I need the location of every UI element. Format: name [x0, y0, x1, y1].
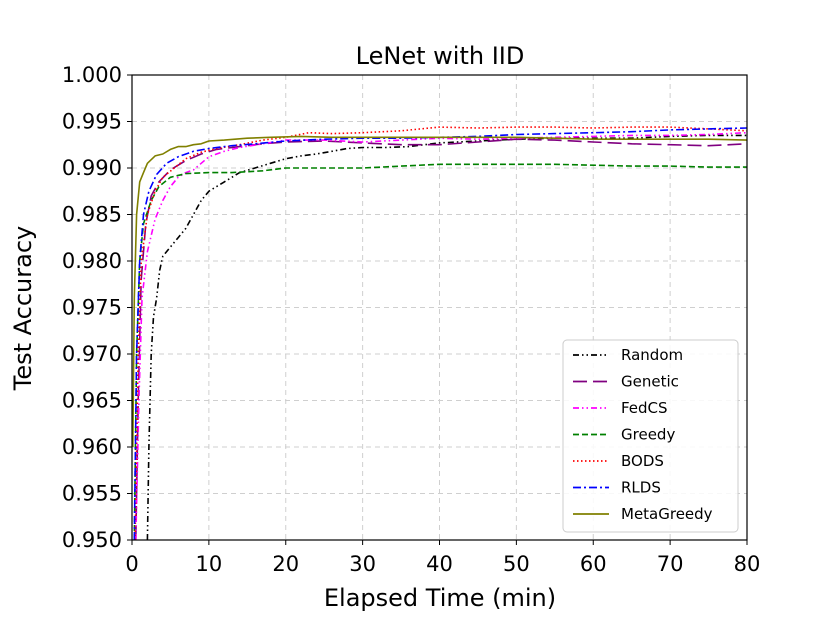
legend-label: Random: [621, 346, 683, 364]
x-tick-label: 80: [734, 552, 761, 576]
x-tick-label: 50: [503, 552, 530, 576]
x-tick-label: 30: [349, 552, 376, 576]
y-tick-label: 0.990: [62, 156, 122, 180]
legend-item: BODS: [573, 452, 664, 470]
y-axis-label: Test Accuracy: [9, 226, 37, 391]
y-tick-label: 0.970: [62, 342, 122, 366]
x-tick-label: 70: [657, 552, 684, 576]
x-axis: 0 10 20 30 40 50 60 70 80: [125, 540, 760, 576]
y-tick-label: 0.965: [62, 389, 122, 413]
plot-area: [132, 126, 747, 540]
y-tick-label: 1.000: [62, 63, 122, 87]
y-tick-label: 0.975: [62, 296, 122, 320]
series-line-genetic: [135, 138, 747, 540]
x-tick-label: 40: [426, 552, 453, 576]
series-line-metagreedy: [132, 135, 747, 448]
x-tick-label: 0: [125, 552, 138, 576]
y-tick-label: 0.950: [62, 528, 122, 552]
y-tick-label: 0.980: [62, 249, 122, 273]
x-tick-label: 60: [580, 552, 607, 576]
legend-label: FedCS: [621, 399, 668, 417]
legend-label: BODS: [621, 452, 664, 470]
legend-label: MetaGreedy: [621, 505, 713, 523]
chart-title: LeNet with IID: [356, 42, 525, 70]
legend: Random Genetic FedCS Greedy BODS RLDS MetaGree…: [562, 339, 739, 533]
legend-item: FedCS: [573, 399, 668, 417]
legend-item: Random: [573, 346, 683, 364]
legend-label: Greedy: [621, 426, 675, 444]
legend-box: [562, 339, 739, 533]
x-tick-label: 20: [272, 552, 299, 576]
legend-item: MetaGreedy: [573, 505, 713, 523]
y-tick-label: 0.955: [62, 482, 122, 506]
legend-item: Greedy: [573, 426, 675, 444]
y-tick-label: 0.995: [62, 110, 122, 134]
series-line-bods: [134, 126, 747, 540]
y-axis: 0.950 0.955 0.960 0.965 0.970 0.975 0.980 0.985…: [62, 63, 132, 552]
legend-label: RLDS: [621, 479, 661, 497]
x-tick-label: 10: [196, 552, 223, 576]
legend-label: Genetic: [621, 373, 679, 391]
legend-item: RLDS: [573, 479, 661, 497]
y-tick-label: 0.960: [62, 435, 122, 459]
series-line-fedcs: [135, 131, 747, 540]
x-axis-label: Elapsed Time (min): [324, 584, 556, 612]
legend-item: Genetic: [573, 373, 679, 391]
y-tick-label: 0.985: [62, 203, 122, 227]
